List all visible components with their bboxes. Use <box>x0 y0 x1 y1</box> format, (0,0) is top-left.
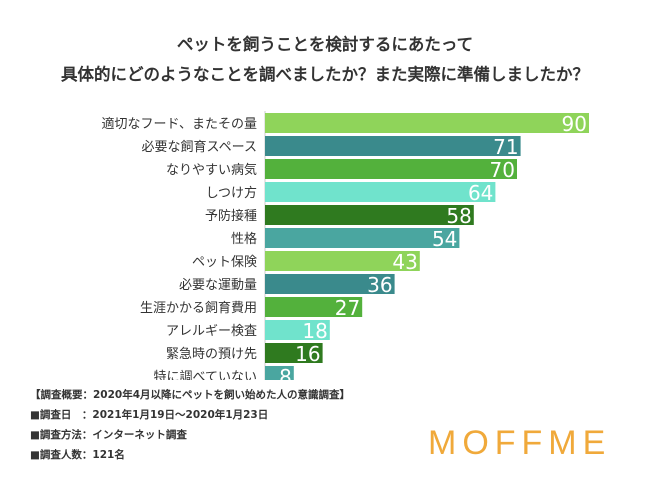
bar <box>265 297 363 317</box>
bar <box>265 159 517 179</box>
category-label: 緊急時の預け先 <box>166 347 257 362</box>
bar-value-label: 71 <box>493 135 518 159</box>
bar-value-label: 54 <box>432 227 457 251</box>
bar <box>265 366 294 380</box>
category-label: 必要な飼育スペース <box>142 139 257 155</box>
bar <box>265 136 521 156</box>
survey-count: ■調査人数：121名 <box>30 449 125 461</box>
chart-title-line-2: 具体的にどのようなことを調べましたか？また実際に準備しましたか？ <box>61 65 589 84</box>
category-label: 適切なフード、またその量 <box>102 116 257 132</box>
bar <box>265 113 589 133</box>
category-label: 予防接種 <box>205 208 257 224</box>
bar-value-label: 70 <box>490 158 515 182</box>
bar <box>265 320 330 340</box>
bar <box>265 182 496 202</box>
bar-value-label: 43 <box>392 250 417 274</box>
category-label: 必要な運動量 <box>179 278 257 293</box>
bar <box>265 251 420 271</box>
category-label: ペット保険 <box>192 255 257 270</box>
bar <box>265 205 474 225</box>
survey-notes: 【調査概要：2020年4月以降にペットを飼い始めた人の意識調査】 ■調査日 ：2… <box>30 385 350 465</box>
survey-date: ■調査日 ：2021年1月19日〜2020年1月23日 <box>30 409 269 421</box>
category-label: なりやすい病気 <box>166 162 257 178</box>
bar-value-label: 16 <box>295 342 320 366</box>
category-label: 性格 <box>231 231 257 247</box>
bar <box>265 343 323 363</box>
moffme-logo: MOFFME <box>428 424 612 462</box>
bar <box>265 228 460 248</box>
bar-value-label: 27 <box>335 296 360 320</box>
bar-value-label: 64 <box>468 181 493 205</box>
bar-value-label: 90 <box>562 112 587 136</box>
category-label: しつけ方 <box>206 185 257 201</box>
bar <box>265 274 395 294</box>
category-label: 生涯かかる飼育費用 <box>140 300 257 316</box>
chart-title-line-1: ペットを飼うことを検討するにあたって <box>176 35 474 54</box>
survey-summary: 【調査概要：2020年4月以降にペットを飼い始めた人の意識調査】 <box>30 389 351 401</box>
survey-method: ■調査方法：インターネット調査 <box>30 429 187 441</box>
category-label: アレルギー検査 <box>166 324 257 339</box>
bar-value-label: 18 <box>302 319 327 343</box>
bar-value-label: 58 <box>446 204 471 228</box>
category-label: 特に調べていない <box>154 370 257 380</box>
bar-value-label: 36 <box>367 273 392 297</box>
bar-value-label: 8 <box>279 365 292 380</box>
bar-chart: 適切なフード、またその量 90 必要な飼育スペース 71 なりやすい病気 70 しつけ方 64… <box>102 111 589 380</box>
